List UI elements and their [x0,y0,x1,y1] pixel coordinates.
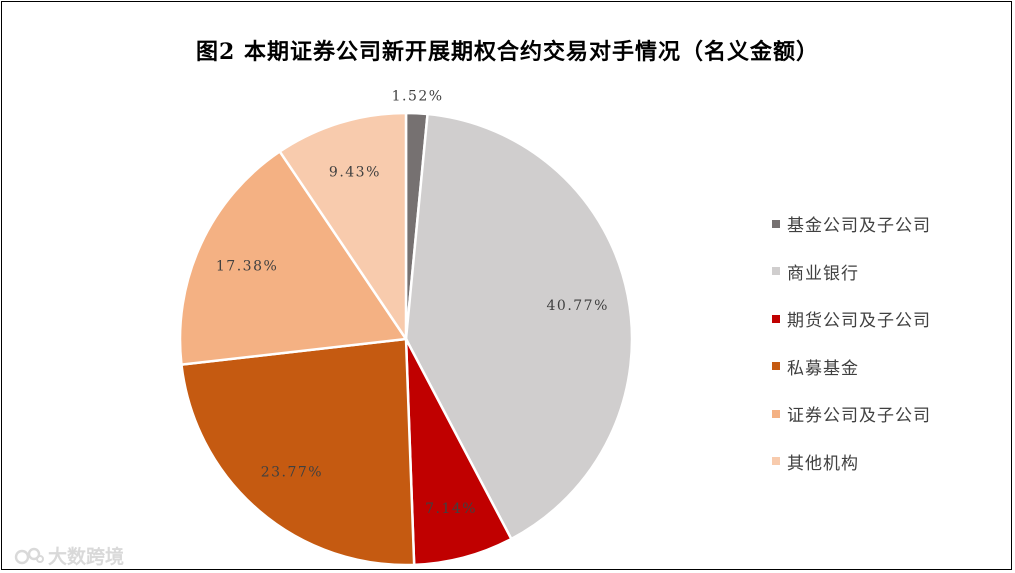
legend-label-3: 私募基金 [787,358,859,379]
legend-swatch-0 [772,219,780,228]
pie-slice-3 [180,337,416,567]
legend-swatch-3 [772,362,780,371]
legend-label-0: 基金公司及子公司 [787,216,931,237]
legend-swatch-5 [772,457,780,466]
legend-item-5: 其他机构 [772,438,1002,486]
legend-label-1: 商业银行 [787,263,859,284]
pie-slice-5 [278,111,408,344]
pie-slice-4 [178,149,409,366]
watermark: 大数跨境 [14,542,124,569]
legend-item-2: 期货公司及子公司 [772,295,1002,343]
legend-swatch-1 [772,267,780,276]
legend-item-0: 基金公司及子公司 [772,200,1002,248]
pie-slice-2 [404,338,513,567]
watermark-logo-icon [14,547,44,564]
chart-title: 图2 本期证券公司新开展期权合约交易对手情况（名义金额） [196,39,819,65]
legend-swatch-4 [772,409,780,418]
pie-slice-1 [404,112,634,541]
legend-item-3: 私募基金 [772,343,1002,391]
pie-data-label-0: 1.52% [392,88,444,104]
pie-data-label-1: 40.77% [547,298,609,314]
pie-data-label-5: 9.43% [329,165,381,181]
legend-item-4: 证券公司及子公司 [772,390,1002,438]
legend-item-1: 商业银行 [772,248,1002,296]
chart-legend: 基金公司及子公司 商业银行期货公司及子公司 私募基金证券公司及子公司 其他机构 [772,200,1002,485]
legend-label-4: 证券公司及子公司 [787,406,931,427]
legend-label-2: 期货公司及子公司 [787,311,931,332]
watermark-text: 大数跨境 [48,546,125,568]
pie-data-label-4: 17.38% [216,259,278,275]
legend-label-5: 其他机构 [787,453,859,474]
legend-swatch-2 [772,314,780,323]
pie-data-label-3: 23.77% [261,465,323,481]
pie-data-label-2: 7.14% [425,501,477,517]
